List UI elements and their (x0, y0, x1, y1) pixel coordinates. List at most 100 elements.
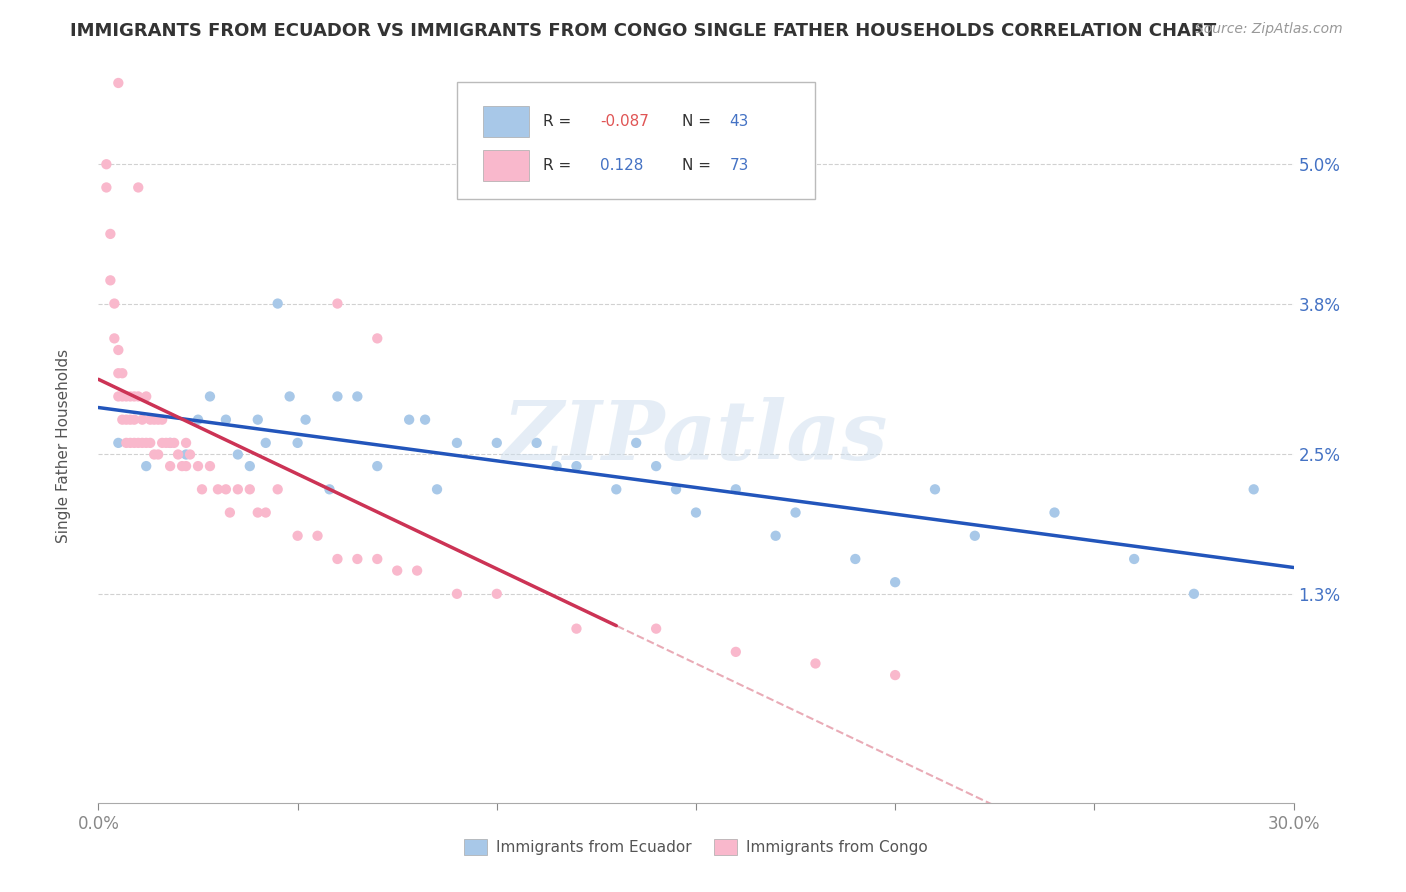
Point (294, 412, 316, 426)
Point (546, 459, 568, 474)
Point (346, 389, 368, 403)
Point (605, 483, 627, 497)
Point (191, 483, 214, 497)
Point (163, 436, 186, 450)
Point (724, 645, 747, 659)
Point (267, 296, 290, 310)
Point (115, 412, 138, 426)
Point (565, 459, 588, 474)
Point (366, 552, 388, 566)
Point (127, 436, 149, 450)
Point (413, 412, 436, 426)
Point (155, 436, 177, 450)
Point (804, 657, 827, 671)
Point (107, 389, 129, 403)
Point (215, 412, 238, 426)
Text: 0.128: 0.128 (600, 158, 644, 173)
Point (198, 389, 221, 403)
Point (159, 436, 181, 450)
Point (565, 622, 588, 636)
Point (131, 412, 153, 426)
Point (127, 180, 149, 194)
Point (135, 459, 157, 474)
Point (96, 157, 118, 171)
Point (124, 389, 146, 403)
Point (226, 448, 249, 462)
Point (111, 366, 134, 380)
Point (96, 180, 118, 194)
Point (326, 389, 349, 403)
Point (685, 506, 707, 520)
Point (103, 331, 125, 345)
Point (626, 436, 648, 450)
Point (844, 552, 866, 566)
Point (139, 436, 162, 450)
Point (120, 389, 142, 403)
Point (148, 448, 170, 462)
Point (98, 227, 122, 241)
Point (174, 448, 197, 462)
Legend: Immigrants from Ecuador, Immigrants from Congo: Immigrants from Ecuador, Immigrants from… (457, 833, 935, 861)
Text: Single Father Households: Single Father Households (56, 349, 70, 543)
Point (187, 459, 209, 474)
Point (159, 459, 181, 474)
Bar (484, 151, 529, 181)
Point (1243, 483, 1265, 497)
Point (139, 412, 162, 426)
Point (135, 389, 157, 403)
Point (254, 436, 277, 450)
Point (963, 529, 986, 543)
Point (446, 587, 468, 601)
Point (215, 483, 238, 497)
Point (174, 436, 197, 450)
Point (107, 343, 129, 357)
Point (107, 76, 129, 90)
Text: -0.087: -0.087 (600, 114, 650, 129)
Point (150, 436, 173, 450)
Point (765, 529, 787, 543)
Point (143, 448, 166, 462)
Point (1182, 587, 1205, 601)
Bar (484, 106, 529, 137)
Point (785, 506, 807, 520)
Point (884, 668, 907, 682)
Point (645, 459, 668, 474)
Point (124, 436, 146, 450)
Text: 73: 73 (730, 158, 749, 173)
Point (1043, 506, 1066, 520)
Point (254, 506, 277, 520)
Point (167, 448, 190, 462)
Point (398, 412, 420, 426)
Point (150, 412, 173, 426)
Point (115, 389, 138, 403)
Point (239, 459, 262, 474)
Text: 43: 43 (730, 114, 749, 129)
Point (366, 459, 388, 474)
Point (198, 459, 221, 474)
Point (103, 296, 125, 310)
Point (366, 331, 388, 345)
Point (107, 366, 129, 380)
Point (219, 506, 242, 520)
Point (172, 459, 194, 474)
Point (526, 436, 548, 450)
Point (159, 436, 181, 450)
Point (278, 389, 301, 403)
Point (1123, 552, 1146, 566)
Text: N =: N = (682, 158, 716, 173)
Point (148, 412, 170, 426)
Point (246, 506, 269, 520)
FancyBboxPatch shape (457, 82, 815, 200)
Point (385, 564, 409, 578)
Point (287, 529, 309, 543)
Point (246, 412, 269, 426)
Point (115, 436, 138, 450)
Point (120, 412, 142, 426)
Point (307, 529, 329, 543)
Point (143, 412, 166, 426)
Point (724, 483, 747, 497)
Point (665, 483, 688, 497)
Point (226, 483, 249, 497)
Point (924, 483, 946, 497)
Point (884, 575, 907, 590)
